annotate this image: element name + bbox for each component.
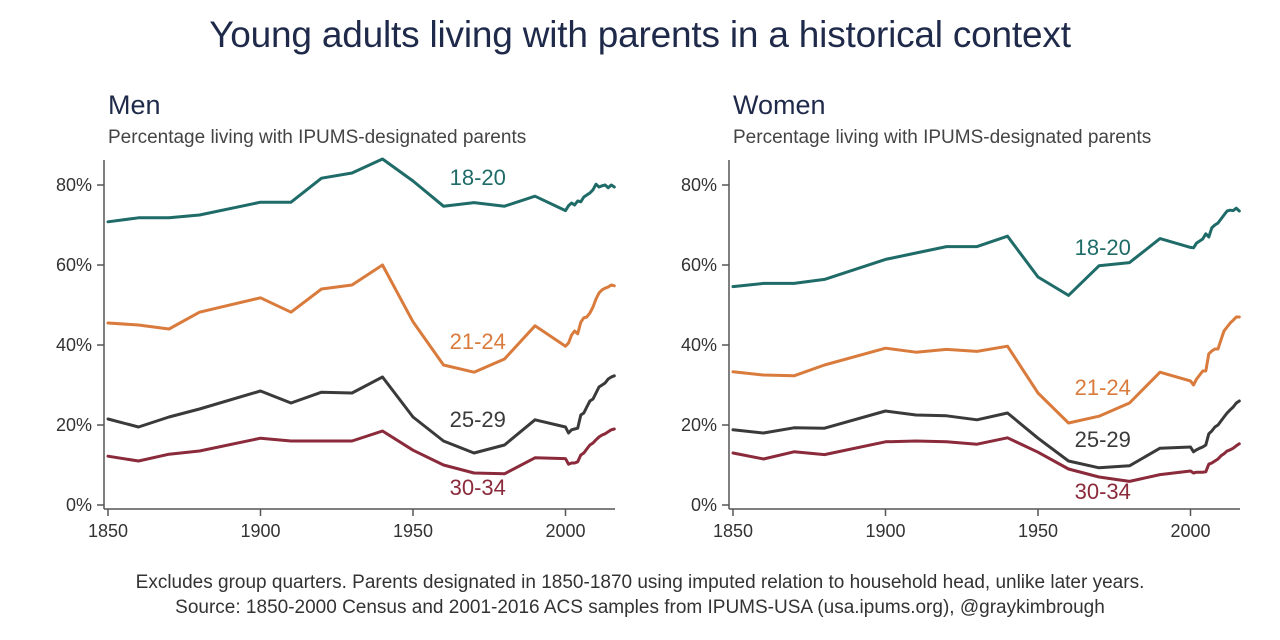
men-y-tick-label: 80%: [56, 175, 92, 195]
women-y-tick-label: 0%: [691, 495, 717, 515]
footer-source: Source: 1850-2000 Census and 2001-2016 A…: [175, 597, 1105, 618]
men-panel-title: Men: [108, 90, 161, 120]
men-y-tick-label: 60%: [56, 255, 92, 275]
men-x-tick-label: 1900: [240, 521, 280, 541]
women-y-tick-label: 80%: [681, 175, 717, 195]
women-series-30-34-line: [731, 436, 1241, 483]
men-series-30-34-label: 30-34: [450, 475, 506, 500]
women-x-tick-label: 2000: [1170, 521, 1210, 541]
women-x-tick-label: 1900: [865, 521, 905, 541]
women-y-tick-label: 20%: [681, 415, 717, 435]
men-series-21-24-line: [106, 263, 616, 374]
women-series-21-24-line: [731, 315, 1241, 425]
women-series-25-29-label: 25-29: [1075, 427, 1131, 452]
footer-note: Excludes group quarters. Parents designa…: [135, 572, 1145, 593]
men-panel-subtitle: Percentage living with IPUMS-designated …: [108, 127, 527, 148]
chart-title: Young adults living with parents in a hi…: [209, 14, 1071, 55]
men-y-tick-label: 20%: [56, 415, 92, 435]
men-series-30-34-line: [106, 427, 616, 476]
men-x-tick-label: 1850: [88, 521, 128, 541]
men-plot: 0% 20% 40% 60% 80% 1850 1900 1950 2000 18-20 21-24…: [56, 157, 616, 541]
men-series-21-24-label: 21-24: [450, 329, 506, 354]
women-series-21-24-label: 21-24: [1075, 375, 1131, 400]
women-series-30-34-label: 30-34: [1075, 479, 1131, 504]
women-x-tick-label: 1950: [1018, 521, 1058, 541]
women-series-18-20-line: [731, 206, 1241, 297]
men-y-tick-label: 40%: [56, 335, 92, 355]
women-x-tick-label: 1850: [713, 521, 753, 541]
men-series-18-20-label: 18-20: [450, 165, 506, 190]
men-series-18-20-line: [106, 157, 616, 224]
women-y-tick-label: 40%: [681, 335, 717, 355]
men-y-tick-label: 0%: [66, 495, 92, 515]
women-series-25-29-line: [731, 399, 1241, 470]
men-series-25-29-line: [106, 374, 616, 455]
women-plot: 0% 20% 40% 60% 80% 1850 1900 1950 2000 18-20 21-24…: [681, 160, 1241, 541]
men-x-tick-label: 1950: [393, 521, 433, 541]
women-panel-title: Women: [733, 90, 826, 120]
women-panel-subtitle: Percentage living with IPUMS-designated …: [733, 127, 1152, 148]
men-x-tick-label: 2000: [545, 521, 585, 541]
women-series-18-20-label: 18-20: [1075, 235, 1131, 260]
men-series-25-29-label: 25-29: [450, 407, 506, 432]
women-y-tick-label: 60%: [681, 255, 717, 275]
